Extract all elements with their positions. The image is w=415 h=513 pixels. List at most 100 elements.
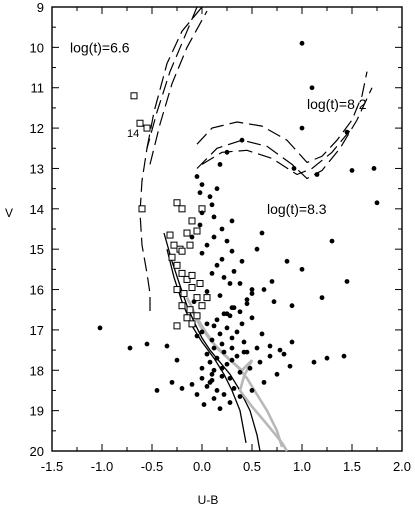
y-tick-label: 15 [30, 242, 44, 257]
star-point [199, 210, 205, 216]
star-point [247, 365, 253, 371]
open-square-point [143, 124, 151, 132]
open-square-point [173, 199, 181, 207]
y-tick-label: 11 [31, 81, 45, 96]
star-point [199, 375, 205, 381]
isochrone-curve [196, 71, 368, 164]
star-point [209, 271, 215, 276]
isochrone-curve [166, 249, 247, 444]
open-square-point [178, 247, 186, 255]
star-point [217, 162, 223, 167]
open-square-point [173, 322, 181, 330]
open-square-point [188, 320, 196, 328]
open-square-point [170, 241, 178, 249]
star-point [234, 329, 240, 335]
star-point [214, 355, 220, 361]
star-point [204, 242, 210, 248]
x-tick-label: -1.5 [41, 459, 63, 474]
star-point [211, 367, 217, 373]
x-tick-label: -0.5 [141, 459, 163, 474]
star-point [204, 384, 210, 389]
star-point [227, 281, 233, 286]
star-point [211, 345, 217, 351]
star-point [229, 335, 235, 341]
star-point [194, 333, 200, 339]
star-point [231, 305, 237, 311]
star-point [241, 349, 247, 355]
open-square-point [183, 229, 191, 237]
star-point [229, 218, 235, 224]
star-point [199, 182, 205, 188]
star-point [209, 202, 215, 208]
isochrone-label: log(t)=8.3 [267, 201, 327, 217]
star-point [219, 341, 225, 347]
star-point [204, 351, 210, 357]
y-tick-label: 20 [30, 444, 44, 459]
star-point [309, 85, 315, 91]
star-point [144, 341, 150, 347]
star-point [127, 345, 133, 351]
y-tick-label: 9 [37, 0, 44, 15]
star-point [299, 125, 305, 131]
open-square-point [178, 269, 186, 277]
open-square-point [188, 217, 196, 225]
star-point [239, 137, 245, 143]
y-tick-label: 12 [30, 121, 44, 136]
open-square-point [138, 205, 146, 213]
open-square-point [188, 271, 196, 279]
star-point [254, 345, 260, 351]
star-point [201, 402, 207, 407]
open-square-point [180, 290, 188, 298]
isochrone-curves [139, 6, 373, 452]
star-point [199, 329, 205, 335]
star-point [217, 331, 223, 337]
star-point [154, 388, 160, 393]
open-square-point [186, 306, 194, 314]
star-point [271, 299, 277, 305]
star-point [207, 359, 213, 365]
star-point [239, 321, 245, 327]
star-point [191, 299, 197, 305]
star-point [281, 351, 287, 357]
star-point [269, 279, 275, 284]
star-point [227, 400, 233, 405]
star-point [299, 40, 305, 46]
annotations: log(t)=6.6 log(t)=8.2 log(t)=8.3 14 [70, 39, 367, 216]
star-point [211, 234, 217, 240]
open-square-point [168, 253, 176, 261]
isochrone-curve [149, 10, 208, 165]
star-point [261, 287, 267, 292]
y-tick-label: 18 [30, 363, 44, 378]
star-point [224, 361, 230, 367]
star-point [199, 365, 205, 371]
x-tick-label: 1.0 [293, 459, 311, 474]
star-point [244, 297, 250, 303]
star-point [217, 406, 223, 412]
open-square-point [178, 205, 186, 213]
star-point [371, 166, 377, 171]
star-point [229, 345, 235, 351]
star-point [231, 386, 237, 391]
star-point [211, 323, 217, 329]
star-point [249, 315, 255, 321]
star-point [237, 281, 243, 286]
star-point [169, 379, 175, 385]
open-square-point [193, 294, 201, 302]
open-square-point [193, 312, 201, 320]
star-point [249, 388, 255, 393]
star-point [329, 238, 335, 244]
star-point [227, 375, 233, 381]
star-point [194, 392, 200, 397]
star-point [234, 353, 240, 359]
star-point [344, 129, 350, 135]
star-point [284, 258, 290, 264]
star-point [249, 291, 255, 296]
open-square-point [178, 302, 186, 310]
y-tick-label: 10 [30, 40, 44, 55]
star-point [249, 287, 255, 292]
star-point [214, 262, 220, 268]
open-square-point [173, 286, 181, 294]
star-point [324, 355, 330, 361]
star-point [219, 256, 225, 262]
isochrone-label: log(t)=8.2 [307, 96, 367, 112]
